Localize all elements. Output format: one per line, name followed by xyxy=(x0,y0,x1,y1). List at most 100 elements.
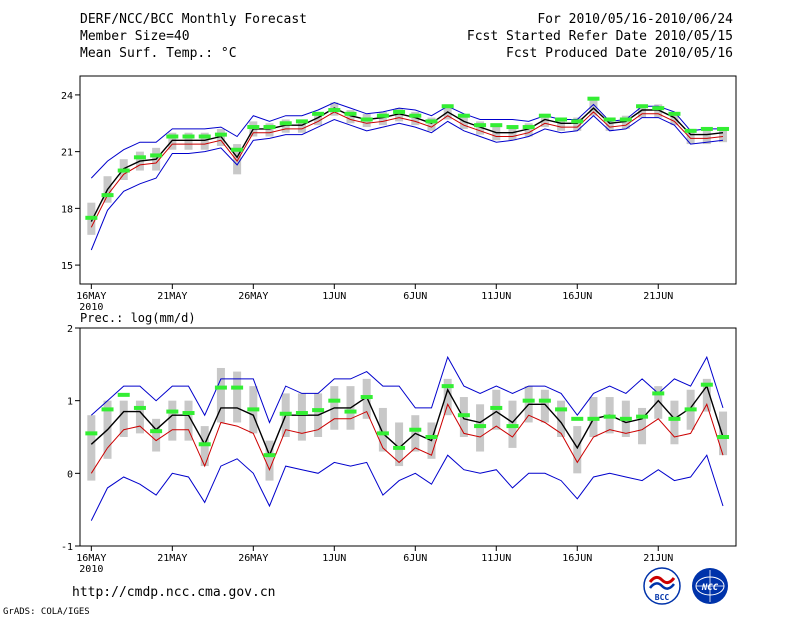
spread-box xyxy=(459,115,468,129)
spread-box xyxy=(573,426,582,474)
observation-marker xyxy=(150,429,163,434)
x-tick-label: 1JUN xyxy=(322,553,346,564)
observation-marker xyxy=(279,121,292,126)
observation-marker xyxy=(555,407,568,412)
observation-marker xyxy=(538,113,551,118)
spread-box xyxy=(233,144,242,175)
precip-title: Prec.: log(mm/d) xyxy=(80,311,196,325)
observation-marker xyxy=(182,134,195,139)
observation-marker xyxy=(652,106,665,111)
observation-marker xyxy=(425,119,438,124)
spread-box xyxy=(702,128,711,145)
spread-box xyxy=(605,117,614,131)
observation-marker xyxy=(490,405,503,410)
ensemble-mean-line xyxy=(90,107,724,222)
observation-marker xyxy=(668,111,681,116)
ensemble-min-line xyxy=(90,454,724,521)
observation-marker xyxy=(538,398,551,403)
observation-marker xyxy=(425,435,438,439)
observation-marker xyxy=(133,405,146,410)
y-tick-label: 0 xyxy=(67,469,73,480)
spread-box xyxy=(540,389,549,423)
variable-label: Mean Surf. Temp.: °C xyxy=(80,46,237,61)
observation-marker xyxy=(603,414,616,419)
spread-box xyxy=(670,400,679,445)
observation-marker xyxy=(150,153,163,158)
spread-box xyxy=(573,117,582,131)
x-tick-label: 6JUN xyxy=(403,553,427,564)
spread-box xyxy=(476,121,485,135)
spread-box xyxy=(557,400,566,437)
observation-marker xyxy=(636,414,649,419)
observation-marker xyxy=(295,411,308,416)
observation-marker xyxy=(214,385,227,390)
observation-marker xyxy=(101,193,114,198)
x-tick-label: 16MAY xyxy=(76,291,106,302)
observation-marker xyxy=(376,113,389,118)
observation-marker xyxy=(344,111,357,116)
observation-marker xyxy=(101,407,114,412)
spread-box xyxy=(152,418,161,452)
x-tick-label: 16MAY xyxy=(76,553,106,564)
observation-marker xyxy=(279,411,292,416)
observation-marker xyxy=(376,431,389,436)
spread-box xyxy=(427,117,436,131)
observation-marker xyxy=(393,109,406,114)
member-size: Member Size=40 xyxy=(80,29,190,44)
spread-box xyxy=(702,378,711,412)
observation-marker xyxy=(393,445,406,450)
x-tick-label: 26MAY xyxy=(238,553,268,564)
spread-box xyxy=(654,104,663,118)
observation-marker xyxy=(668,416,681,421)
x-tick-label: 6JUN xyxy=(403,291,427,302)
observation-marker xyxy=(360,117,373,122)
ensemble-median-line xyxy=(90,111,724,228)
observation-marker xyxy=(522,125,535,130)
observation-marker xyxy=(506,125,519,130)
ensemble-median-line xyxy=(90,403,724,474)
observation-marker xyxy=(571,416,584,421)
observation-marker xyxy=(328,398,341,403)
observation-marker xyxy=(717,435,730,439)
plot-frame xyxy=(79,327,737,547)
spread-box xyxy=(135,400,144,434)
x-tick-label: 21JUN xyxy=(643,553,673,564)
ensemble-max-line xyxy=(90,355,724,424)
observation-marker xyxy=(166,134,179,139)
spread-box xyxy=(508,127,517,141)
spread-box xyxy=(557,117,566,131)
precipitation-panel: -1 0 1 2 16MAY 21MAY 26MAY 1JUN 6JUN 11JUN 16JUN 21… xyxy=(61,324,737,575)
spread-box xyxy=(265,123,274,137)
bcc-logo-text: BCC xyxy=(655,593,670,602)
observation-marker xyxy=(700,382,713,387)
x-tick-label: 11JUN xyxy=(481,291,511,302)
observation-marker xyxy=(263,453,276,458)
grads-credit: GrADS: COLA/IGES xyxy=(3,607,90,617)
spread-box xyxy=(540,113,549,128)
x-tick-label: 1JUN xyxy=(322,291,346,302)
observation-marker xyxy=(555,117,568,122)
observation-marker xyxy=(684,407,697,412)
spread-box xyxy=(378,407,387,452)
bcc-logo: BCC xyxy=(643,567,681,605)
spread-box xyxy=(314,111,323,126)
spread-box xyxy=(216,367,225,423)
observation-marker xyxy=(117,168,130,173)
observation-marker xyxy=(441,104,454,109)
observation-marker xyxy=(717,126,730,131)
x-tick-label: 16JUN xyxy=(562,553,592,564)
observation-marker xyxy=(295,119,308,124)
observation-marker xyxy=(182,411,195,416)
observation-marker xyxy=(636,104,649,109)
spread-box xyxy=(621,115,630,129)
observation-marker xyxy=(231,385,244,390)
forecast-period: For 2010/05/16-2010/06/24 xyxy=(537,12,733,27)
observation-marker xyxy=(571,119,584,124)
observation-marker xyxy=(700,126,713,131)
observation-marker xyxy=(360,395,373,400)
observation-marker xyxy=(117,392,130,397)
source-url[interactable]: http://cmdp.ncc.cma.gov.cn xyxy=(72,585,276,600)
spread-box xyxy=(297,119,306,133)
ensemble-mean-line xyxy=(90,384,724,458)
